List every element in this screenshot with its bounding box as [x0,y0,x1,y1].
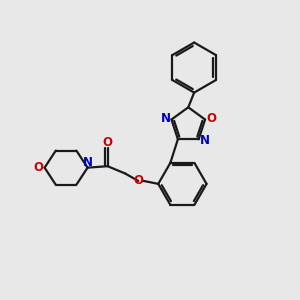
Text: N: N [200,134,210,147]
Text: N: N [160,112,171,124]
Text: N: N [82,156,93,169]
Text: O: O [103,136,112,148]
Text: O: O [133,174,143,187]
Text: O: O [33,161,43,174]
Text: O: O [206,112,216,124]
